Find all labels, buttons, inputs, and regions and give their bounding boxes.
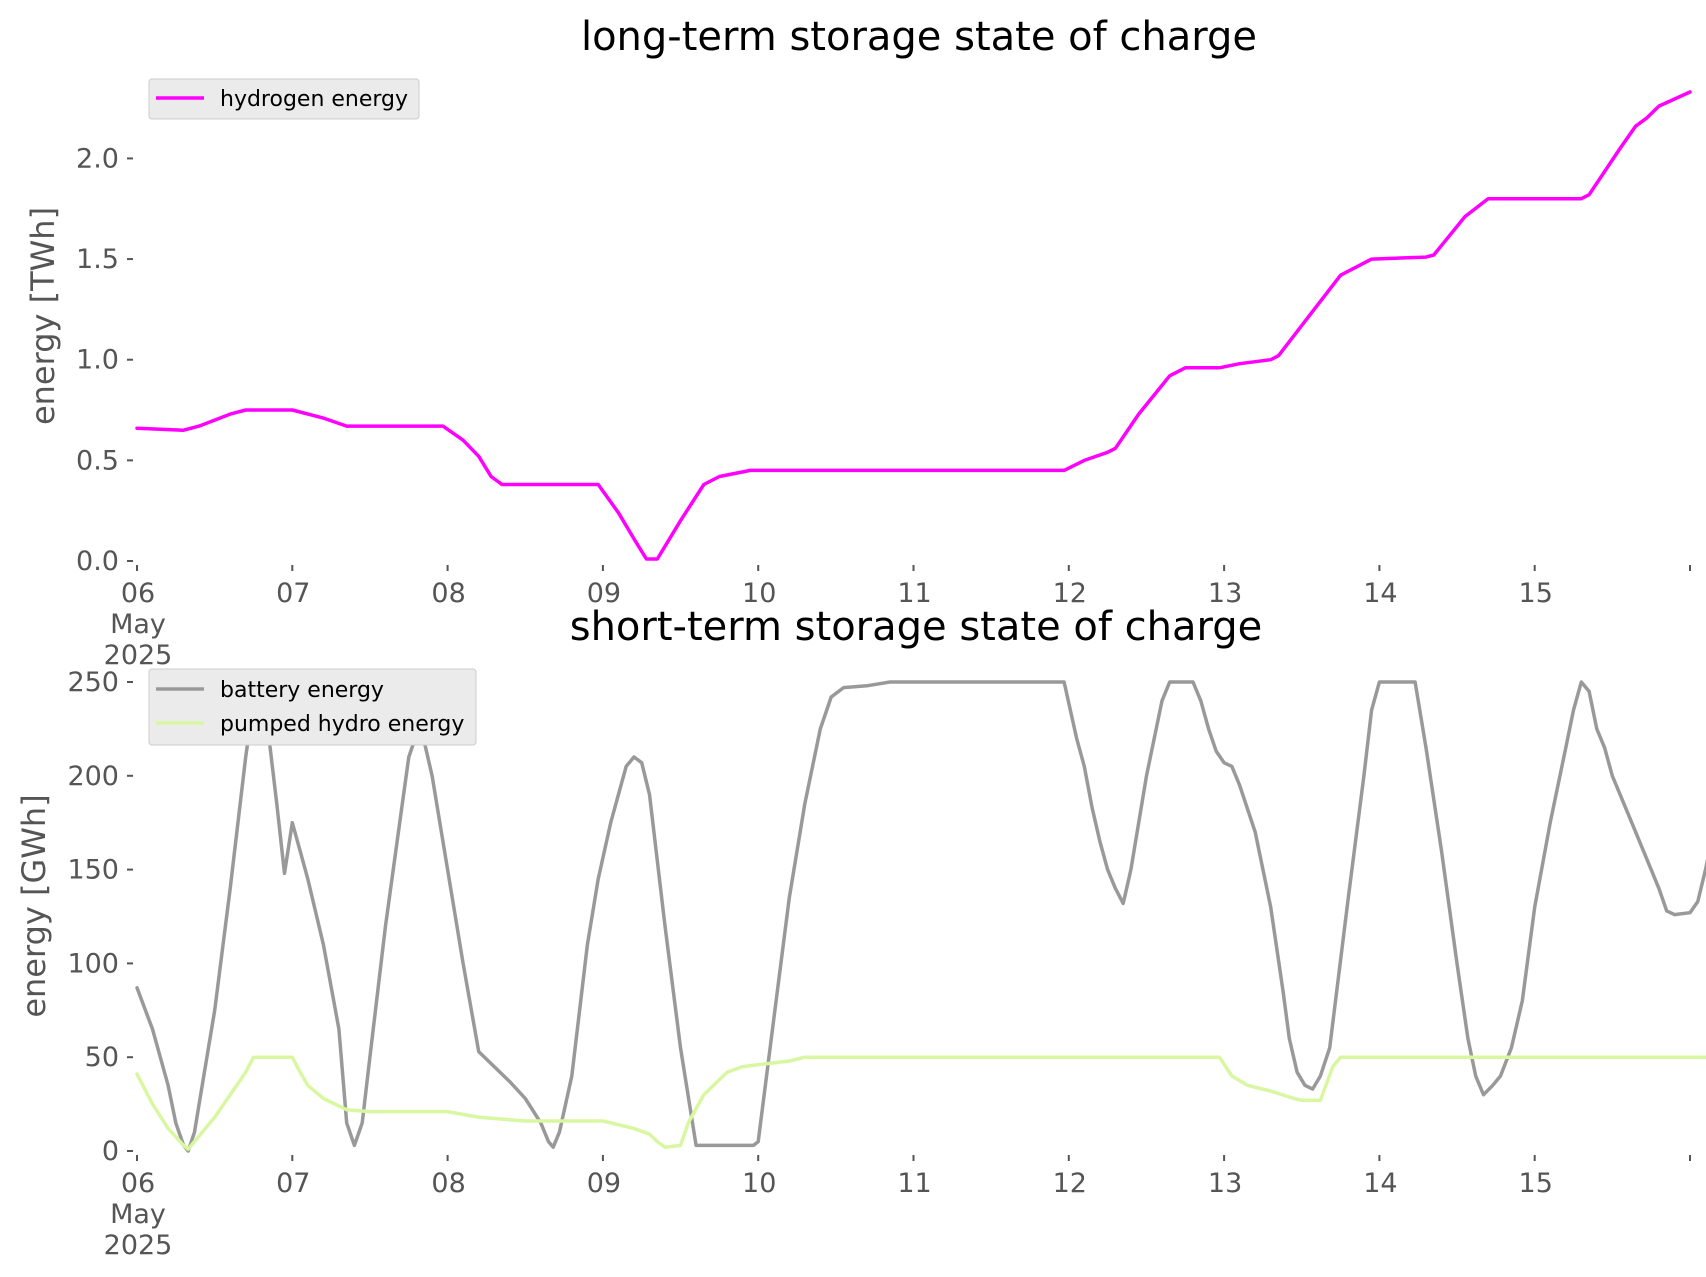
x-tick-label: 15 xyxy=(1519,1168,1553,1199)
legend: battery energy pumped hydro energy xyxy=(148,668,477,746)
plot-area xyxy=(135,90,1692,561)
x-tick-label: 14 xyxy=(1363,1168,1397,1199)
x-tick-label: 07 xyxy=(276,578,310,609)
y-tick-label: 0.5 xyxy=(76,445,119,476)
legend-label-battery: battery energy xyxy=(220,678,384,703)
legend-box xyxy=(148,78,420,120)
chart-short-term-storage: short-term storage state of charge energ… xyxy=(15,604,1706,1261)
x-tick-label: 12 xyxy=(1053,578,1087,609)
x-tick-label: 10 xyxy=(742,578,776,609)
y-axis: 0 50 100 150 200 250 xyxy=(67,667,133,1167)
x-tick-label: 08 xyxy=(431,1168,465,1199)
y-axis-label: energy [GWh] xyxy=(15,794,53,1017)
y-tick-label: 1.0 xyxy=(76,345,119,376)
x-tick-label: 10 xyxy=(742,1168,776,1199)
x-tick-label: 13 xyxy=(1208,1168,1242,1199)
y-tick-label: 150 xyxy=(67,855,119,886)
x-tick-label: 14 xyxy=(1363,578,1397,609)
legend-label-hydrogen: hydrogen energy xyxy=(220,87,408,112)
x-tick-label: 08 xyxy=(431,578,465,609)
series-line-pumped-hydro-energy xyxy=(135,1055,1706,1151)
chart-title: short-term storage state of charge xyxy=(570,604,1263,650)
series-line-battery-energy xyxy=(135,680,1706,1153)
legend-box xyxy=(148,668,477,746)
y-tick-label: 0 xyxy=(102,1136,119,1167)
y-axis: 0.0 0.5 1.0 1.5 2.0 xyxy=(76,143,133,577)
chart-title: long-term storage state of charge xyxy=(581,14,1257,60)
x-tick-label: 09 xyxy=(587,1168,621,1199)
plot-area xyxy=(135,680,1706,1153)
y-tick-label: 0.0 xyxy=(76,546,119,577)
x-tick-label: 11 xyxy=(897,1168,931,1199)
y-tick-label: 250 xyxy=(67,667,119,698)
x-tick-label: 07 xyxy=(276,1168,310,1199)
x-tick-label: 06 xyxy=(121,578,155,609)
chart-long-term-storage: long-term storage state of charge energy… xyxy=(24,14,1692,671)
y-tick-label: 100 xyxy=(67,948,119,979)
x-tick-label: 09 xyxy=(587,578,621,609)
y-axis-label: energy [TWh] xyxy=(24,207,62,425)
x-tick-label: 12 xyxy=(1053,1168,1087,1199)
legend-label-pumped-hydro: pumped hydro energy xyxy=(220,712,464,737)
x-tick-label: 13 xyxy=(1208,578,1242,609)
legend: hydrogen energy xyxy=(148,78,420,120)
x-tick-label: May xyxy=(110,609,166,640)
y-tick-label: 50 xyxy=(85,1042,119,1073)
x-tick-label: 11 xyxy=(897,578,931,609)
series-line-hydrogen-energy xyxy=(135,90,1692,561)
y-tick-label: 1.5 xyxy=(76,244,119,275)
x-tick-label: 06 xyxy=(121,1168,155,1199)
x-tick-label: 2025 xyxy=(104,640,173,671)
x-tick-label: 2025 xyxy=(104,1230,173,1261)
y-tick-label: 200 xyxy=(67,761,119,792)
y-tick-label: 2.0 xyxy=(76,143,119,174)
x-tick-label: May xyxy=(110,1199,166,1230)
x-tick-label: 15 xyxy=(1519,578,1553,609)
